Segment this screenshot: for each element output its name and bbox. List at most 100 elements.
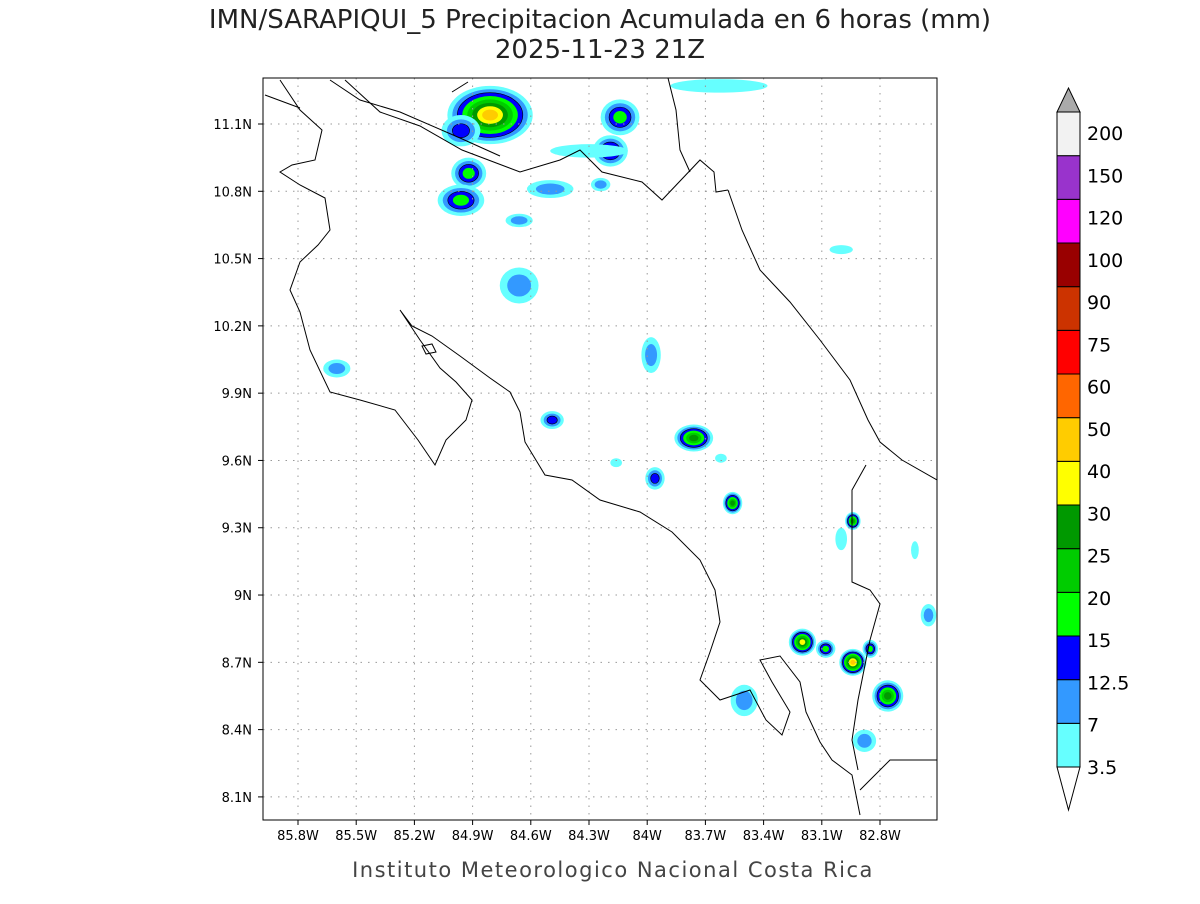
lon-tick-label: 83.7W	[684, 829, 726, 844]
precip-cell	[526, 180, 574, 199]
colorbar-under-triangle	[1056, 766, 1081, 812]
precip-cell	[730, 684, 758, 717]
precip-cell	[674, 424, 714, 452]
precip-contour	[510, 216, 528, 225]
credit-text: Instituto Meteorologico Nacional Costa R…	[352, 858, 874, 882]
precip-contour	[857, 733, 872, 748]
precip-contour	[610, 458, 622, 468]
precip-contour	[829, 245, 853, 255]
colorbar-box	[1056, 591, 1081, 637]
colorbar-over-triangle	[1056, 86, 1081, 113]
map-title: IMN/SARAPIQUI_5 Precipitacion Acumulada …	[209, 5, 991, 35]
precip-contour	[822, 645, 830, 652]
precip-cell	[862, 639, 879, 658]
colorbar: 200 150 120 100 90 75 60 50 40 30 25 20 15 12.5 7 3.5	[1056, 86, 1129, 812]
colorbar-box	[1056, 504, 1081, 550]
precip-contour	[835, 527, 848, 551]
precip-cell	[788, 628, 816, 656]
panama-coast	[859, 759, 937, 791]
precip-cell	[835, 527, 848, 551]
nicaragua-border	[344, 79, 729, 201]
colorbar-box	[1056, 460, 1081, 506]
precip-contour	[546, 415, 558, 425]
axis-ticks: 11.1N 10.8N 10.5N 10.2N 9.9N 9.6N 9.3N 9N 8.7N 8.…	[213, 118, 901, 844]
colorbar-box	[1056, 722, 1081, 768]
colorbar-label: 120	[1087, 208, 1123, 230]
precip-cell	[845, 512, 861, 530]
colorbar-box	[1056, 329, 1081, 375]
lat-tick-label: 8.7N	[222, 656, 252, 671]
precip-contour	[730, 500, 735, 506]
colorbar-label: 40	[1087, 461, 1111, 483]
colorbar-label: 50	[1087, 419, 1111, 441]
lat-tick-label: 8.1N	[222, 791, 252, 806]
pacific-coastline	[279, 79, 861, 816]
precip-cell	[911, 541, 919, 560]
precip-contour	[670, 79, 768, 93]
precip-contour	[535, 183, 565, 195]
lat-tick-label: 10.5N	[213, 253, 252, 268]
precip-cell	[872, 680, 904, 712]
precip-cell	[645, 467, 665, 490]
gulf-island	[421, 343, 437, 355]
colorbar-box	[1056, 373, 1081, 419]
lat-tick-label: 9.3N	[222, 522, 252, 537]
lake-shore	[667, 78, 691, 173]
colorbar-box	[1056, 111, 1081, 157]
precip-contour	[645, 343, 658, 367]
colorbar-label: 3.5	[1087, 757, 1117, 779]
colorbar-label: 20	[1087, 588, 1111, 610]
precip-contour	[883, 692, 892, 700]
precip-contour	[689, 434, 699, 442]
precip-cell	[670, 79, 768, 93]
precip-cell	[829, 245, 853, 255]
colorbar-label: 60	[1087, 377, 1111, 399]
map-frame	[262, 77, 938, 821]
precip-cell	[499, 267, 539, 304]
colorbar-label: 12.5	[1087, 672, 1129, 694]
precip-cell	[437, 184, 485, 216]
precip-contour	[799, 639, 806, 645]
lat-tick-label: 11.1N	[213, 118, 252, 133]
colorbar-label: 90	[1087, 292, 1111, 314]
colorbar-label: 200	[1087, 123, 1123, 145]
lat-tick-label: 9.6N	[222, 454, 252, 469]
precip-cell	[641, 337, 661, 373]
precip-contour	[735, 690, 753, 711]
colorbar-box	[1056, 635, 1081, 681]
lon-tick-label: 84.9W	[452, 829, 494, 844]
lat-tick-label: 8.4N	[222, 724, 252, 739]
precip-contour	[482, 109, 499, 121]
precip-contour	[923, 608, 934, 623]
precip-cell	[323, 359, 351, 378]
precip-contour	[452, 194, 470, 206]
panama-border	[851, 464, 881, 771]
precip-contour	[715, 453, 727, 463]
precip-cell	[610, 458, 622, 468]
precip-cell	[920, 604, 937, 627]
colorbar-label: 25	[1087, 546, 1111, 568]
nicaragua-coast	[264, 79, 501, 157]
lon-tick-label: 82.8W	[859, 829, 901, 844]
lon-tick-label: 85.8W	[277, 829, 319, 844]
lon-tick-label: 84.6W	[510, 829, 552, 844]
lon-tick-label: 85.5W	[335, 829, 377, 844]
precip-contour	[613, 111, 627, 124]
precip-contour	[452, 123, 470, 139]
precip-cell	[839, 648, 867, 676]
map-subtitle: 2025-11-23 21Z	[495, 35, 705, 65]
colorbar-label: 30	[1087, 503, 1111, 525]
colorbar-box	[1056, 286, 1081, 331]
precip-cell	[590, 177, 611, 192]
precip-contour	[911, 541, 919, 560]
colorbar-box	[1056, 242, 1081, 288]
precip-cell	[600, 99, 640, 136]
precip-contour	[507, 274, 532, 297]
precip-cell	[451, 157, 487, 190]
precip-contour	[594, 180, 607, 189]
colorbar-label: 75	[1087, 334, 1111, 356]
coastlines-borders	[264, 78, 937, 816]
colorbar-label: 100	[1087, 250, 1123, 272]
colorbar-label: 15	[1087, 630, 1111, 652]
